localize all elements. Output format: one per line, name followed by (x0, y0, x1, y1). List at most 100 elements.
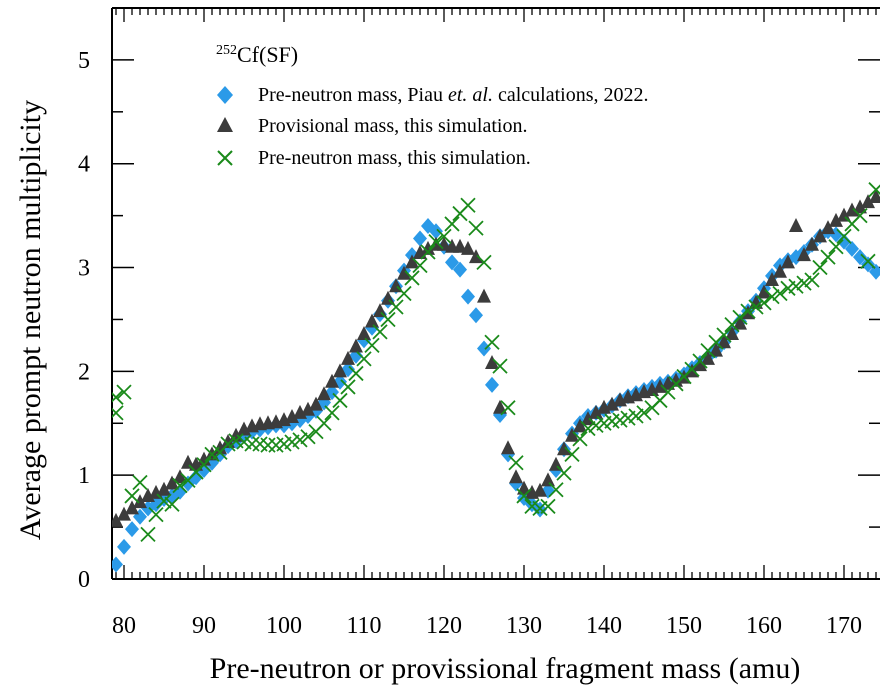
cross-point (348, 365, 364, 382)
diamond-point (469, 307, 483, 324)
cross-point (372, 324, 388, 340)
triangle-point (333, 363, 347, 378)
cross-point (812, 259, 828, 276)
diamond-point (125, 521, 139, 538)
cross-point (868, 182, 880, 198)
triangle-point (717, 334, 731, 349)
cross-point (300, 429, 316, 445)
cross-point (804, 272, 820, 288)
cross-point (164, 496, 180, 512)
data-points (112, 182, 880, 573)
cross-point (156, 493, 172, 509)
x-tick-label: 80 (112, 613, 136, 639)
cross-point (436, 228, 452, 245)
cross-point (132, 474, 148, 491)
triangle-point (837, 207, 851, 222)
cross-point (476, 254, 492, 270)
triangle-point (133, 494, 147, 509)
cross-point (340, 379, 356, 395)
triangle-point (589, 404, 603, 419)
triangle-point (813, 228, 827, 243)
cross-point (412, 257, 428, 274)
diamond-point (413, 230, 427, 247)
cross-point (692, 353, 708, 369)
triangle-point (485, 355, 499, 370)
triangle-point (533, 482, 547, 497)
triangle-point (317, 386, 331, 401)
diamond-point (485, 376, 499, 393)
triangle-point (861, 194, 875, 209)
triangle-point (117, 506, 131, 521)
triangle-point (165, 475, 179, 490)
cross-point (540, 498, 556, 514)
triangle-point (173, 469, 187, 484)
x-tick-label: 150 (666, 613, 702, 639)
x-tick-label: 90 (192, 613, 216, 639)
triangle-point (797, 247, 811, 262)
diamond-point (429, 223, 443, 240)
triangle-point (325, 373, 339, 388)
triangle-point (461, 240, 475, 255)
cross-point (404, 270, 420, 286)
cross-point (140, 526, 156, 542)
cross-point (196, 457, 212, 473)
cross-point (364, 337, 380, 354)
cross-point (732, 309, 748, 326)
triangle-point (373, 303, 387, 318)
cross-point (484, 334, 500, 350)
cross-point (564, 446, 580, 463)
plot-frame (111, 7, 880, 580)
triangle-point (821, 220, 835, 235)
cross-point (124, 488, 140, 504)
triangle-point (421, 240, 435, 255)
axis-ticks (112, 7, 880, 580)
x-tick-label: 130 (506, 613, 542, 639)
cross-point (492, 358, 508, 374)
cross-point (772, 285, 788, 302)
legend-label-piau-italic: et. al. (448, 84, 493, 106)
triangle-point (349, 338, 363, 353)
cross-point (748, 299, 764, 315)
cross-point (716, 327, 732, 343)
triangle-point (309, 396, 323, 411)
diamond-point (117, 538, 131, 555)
cross-point (852, 207, 868, 224)
triangle-point (773, 263, 787, 278)
cross-point (740, 303, 756, 319)
triangle-point (365, 313, 379, 328)
cross-point (580, 420, 596, 437)
cross-point (380, 311, 396, 328)
cross-point (292, 432, 308, 448)
triangle-point (781, 254, 795, 269)
cross-point (220, 436, 236, 452)
cross-point (260, 437, 276, 453)
cross-point (332, 392, 348, 409)
series-diamond (112, 218, 880, 573)
triangle-point (605, 396, 619, 411)
triangle-point (557, 441, 571, 456)
triangle-point (493, 399, 507, 414)
y-tick-label: 1 (78, 463, 90, 489)
cross-point (836, 228, 852, 245)
triangle-point (869, 188, 880, 203)
x-tick-label: 120 (426, 613, 462, 639)
cross-point (244, 436, 260, 452)
x-tick-label: 100 (266, 613, 302, 639)
diamond-point (461, 288, 475, 305)
cross-point (316, 415, 332, 431)
triangle-point (765, 272, 779, 287)
cross-point (172, 477, 188, 494)
diamond-point (861, 256, 875, 273)
x-tick-label: 170 (826, 613, 862, 639)
x-tick-label: 160 (746, 613, 782, 639)
cross-point (112, 389, 124, 405)
tick-labels: 80 90 100 110 120 130 140 150 160 170 0 1 2 3 4 5 (78, 48, 862, 639)
cross-point (820, 249, 836, 265)
triangle-point (381, 290, 395, 305)
legend-title: 252Cf(SF) (216, 42, 298, 67)
triangle-point (501, 440, 515, 455)
cross-point (460, 197, 476, 213)
legend: 252Cf(SF) Pre-neutron mass, Piau et. al.… (216, 42, 649, 169)
cross-point (444, 216, 460, 232)
